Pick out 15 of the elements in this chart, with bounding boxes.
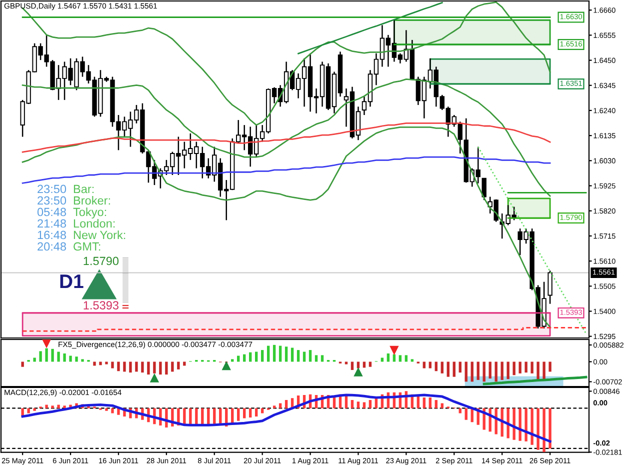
- annotation: Broker:: [74, 196, 110, 205]
- annotation: 21:48: [38, 219, 66, 228]
- annotation: GMT:: [74, 242, 100, 251]
- series-label: 1.5393: [84, 301, 118, 310]
- annotation: New York:: [74, 230, 126, 240]
- annotation: 1.5790: [84, 256, 119, 266]
- annotation: 05:48: [37, 208, 66, 216]
- annotation: D1: [60, 274, 84, 288]
- annotation: 16:48: [38, 230, 66, 240]
- annotation: London:: [74, 218, 115, 228]
- annotation: Bar:: [74, 184, 94, 194]
- annotation: 23:50: [38, 196, 66, 205]
- annotation: 23:50: [38, 184, 66, 194]
- annotation: Tokyo:: [73, 207, 106, 219]
- annotation: 20:48: [38, 242, 66, 251]
